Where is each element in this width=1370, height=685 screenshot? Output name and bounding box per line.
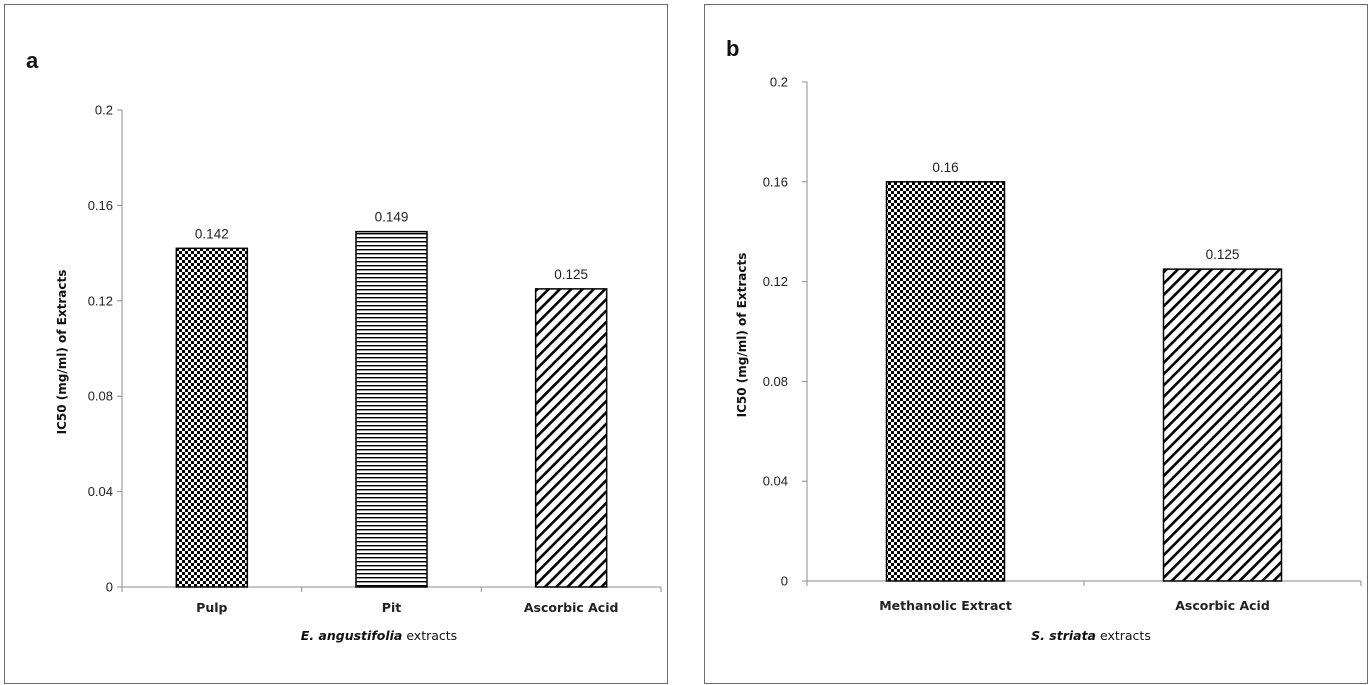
plot-area-b: 0 0.04 0.08 0.12 0.16 0.2 0.16 Methanolic Extra… bbox=[763, 75, 1362, 613]
y-tick-label-a: 0.04 bbox=[88, 484, 113, 499]
x-axis-title-b-rest: extracts bbox=[1096, 628, 1151, 643]
x-axis-title-b-italic: S. striata bbox=[1031, 628, 1096, 643]
data-label: 0.125 bbox=[554, 267, 588, 282]
category-label: Pulp bbox=[196, 600, 227, 615]
plot-area-a: 0 0.04 0.08 0.12 0.16 0.2 0.142 Pulp 0.149 Pit 0.1… bbox=[88, 103, 662, 615]
bar-ascorbic-acid bbox=[534, 288, 608, 588]
y-tick-label-b: 0.16 bbox=[763, 174, 788, 189]
y-tick-label-b: 0.08 bbox=[763, 374, 788, 389]
panel-label-b: b bbox=[726, 36, 739, 61]
bar-methanolic-extract bbox=[885, 181, 1006, 582]
bar-pulp bbox=[175, 247, 249, 588]
data-label: 0.149 bbox=[375, 210, 409, 225]
bar-ascorbic-acid bbox=[1162, 268, 1283, 582]
y-axis-title-b: IC50 (mg/ml) of Extracts bbox=[735, 253, 749, 418]
data-label: 0.125 bbox=[1206, 247, 1240, 262]
chart-a-svg: a IC50 (mg/ml) of Extracts E. angustifol… bbox=[26, 48, 662, 643]
data-label: 0.142 bbox=[195, 226, 229, 241]
x-axis-title-a-italic: E. angustifolia bbox=[301, 628, 403, 643]
y-tick-label-a: 0.16 bbox=[88, 198, 113, 213]
y-axis-label-a: IC50 (mg/ml) of Extracts bbox=[55, 270, 69, 435]
y-tick-label-a: 0.2 bbox=[95, 103, 113, 118]
y-axis-title-a: IC50 (mg/ml) of Extracts bbox=[55, 270, 69, 435]
chart-panel-b: b IC50 (mg/ml) of Extracts S. striata ex… bbox=[704, 4, 1368, 684]
x-axis-title-a-rest: extracts bbox=[402, 628, 457, 643]
y-tick-label-b: 0.12 bbox=[763, 274, 788, 289]
category-label: Ascorbic Acid bbox=[1175, 598, 1270, 613]
category-label: Ascorbic Acid bbox=[524, 600, 619, 615]
chart-b-svg: b IC50 (mg/ml) of Extracts S. striata ex… bbox=[726, 36, 1362, 643]
y-axis-label-b: IC50 (mg/ml) of Extracts bbox=[735, 253, 749, 418]
y-tick-label-b: 0.2 bbox=[770, 75, 788, 90]
y-tick-label-a: 0.08 bbox=[88, 389, 113, 404]
y-tick-label-b: 0 bbox=[781, 574, 788, 589]
y-tick-label-a: 0.12 bbox=[88, 293, 113, 308]
x-axis-title-a: E. angustifolia extracts bbox=[301, 628, 457, 643]
category-label: Methanolic Extract bbox=[879, 598, 1012, 613]
x-axis-title-b: S. striata extracts bbox=[1031, 628, 1151, 643]
data-label: 0.16 bbox=[932, 160, 958, 175]
chart-panel-a: a IC50 (mg/ml) of Extracts E. angustifol… bbox=[4, 4, 668, 684]
y-tick-label-b: 0.04 bbox=[763, 474, 788, 489]
category-label: Pit bbox=[382, 600, 401, 615]
bar-pit bbox=[355, 230, 428, 588]
y-tick-label-a: 0 bbox=[106, 580, 113, 595]
panel-label-a: a bbox=[26, 48, 39, 73]
